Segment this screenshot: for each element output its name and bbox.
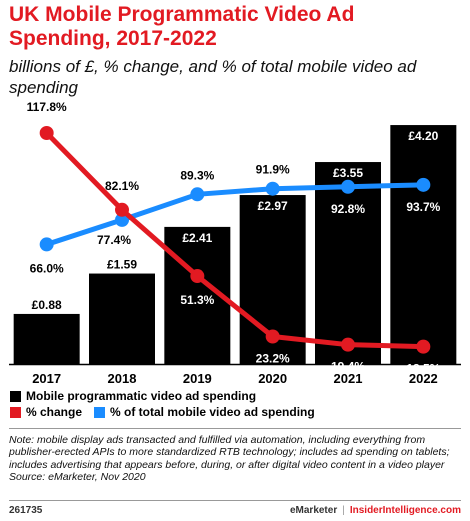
share-label-2019: 89.3% bbox=[180, 168, 214, 182]
change-point-2021 bbox=[341, 337, 355, 352]
change-label-2018: 82.1% bbox=[105, 179, 139, 193]
brand-insider: InsiderIntelligence.com bbox=[349, 505, 461, 516]
legend-row-1: Mobile programmatic video ad spending bbox=[10, 389, 268, 403]
x-tick-2017: 2017 bbox=[32, 371, 61, 386]
bar-2018 bbox=[89, 273, 155, 364]
change-label-2021: 19.4% bbox=[331, 360, 365, 374]
change-point-2020 bbox=[265, 329, 280, 344]
bar-label-2020: £2.97 bbox=[258, 199, 288, 213]
change-label-2017: 117.8% bbox=[27, 100, 67, 114]
bar-label-2021: £3.55 bbox=[333, 166, 363, 180]
chart-note: Note: mobile display ads transacted and … bbox=[9, 434, 464, 484]
share-point-2019 bbox=[190, 187, 205, 202]
chart-subtitle: billions of £, % change, and % of total … bbox=[9, 57, 417, 97]
share-label-2021: 92.8% bbox=[331, 202, 365, 216]
share-point-2017 bbox=[39, 237, 54, 252]
legend-swatch-change bbox=[10, 406, 21, 418]
share-point-2018 bbox=[115, 212, 129, 227]
footer-brand: eMarketer | InsiderIntelligence.com bbox=[289, 505, 461, 516]
brand-emarketer: eMarketer bbox=[289, 505, 338, 516]
lines-group bbox=[39, 126, 431, 354]
share-point-2020 bbox=[265, 181, 280, 196]
share-label-2018: 77.4% bbox=[97, 233, 131, 247]
bar-2021 bbox=[315, 162, 381, 364]
legend-label-bars: Mobile programmatic video ad spending bbox=[26, 389, 257, 403]
x-tick-2021: 2021 bbox=[334, 371, 363, 386]
change-label-2019: 51.3% bbox=[180, 293, 214, 307]
footer-divider bbox=[9, 500, 461, 501]
share-label-2017: 66.0% bbox=[30, 261, 64, 275]
chart-canvas: £0.88 £1.59 £2.41 £2.97 £3.55 £4.20 117.8% 82.1… bbox=[9, 100, 461, 386]
bar-2017 bbox=[13, 313, 80, 364]
note-source: Source: eMarketer, Nov 2020 bbox=[9, 471, 146, 484]
change-point-2018 bbox=[115, 202, 129, 217]
change-label-2022: 18.5% bbox=[406, 362, 440, 376]
change-label-2020: 23.2% bbox=[256, 352, 290, 366]
bar-2022 bbox=[390, 125, 457, 364]
legend-item-share: % of total mobile video ad spending bbox=[94, 405, 315, 419]
change-point-2022 bbox=[416, 339, 431, 354]
bar-label-2018: £1.59 bbox=[107, 258, 137, 272]
x-tick-2019: 2019 bbox=[183, 371, 212, 386]
legend-label-change: % change bbox=[26, 405, 83, 419]
legend-swatch-bars bbox=[10, 390, 21, 402]
x-tick-2020: 2020 bbox=[258, 371, 287, 386]
legend-item-change: % change bbox=[10, 405, 82, 419]
note-divider bbox=[9, 428, 461, 429]
share-label-2020: 91.9% bbox=[256, 163, 290, 177]
legend-label-share: % of total mobile video ad spending bbox=[110, 405, 315, 419]
labels-group: £0.88 £1.59 £2.41 £2.97 £3.55 £4.20 117.8% 82.1… bbox=[27, 100, 441, 376]
share-label-2022: 93.7% bbox=[406, 200, 440, 214]
change-point-2017 bbox=[39, 126, 54, 140]
chart-id: 261735 bbox=[9, 505, 43, 516]
x-tick-2018: 2018 bbox=[108, 371, 137, 386]
share-point-2022 bbox=[416, 177, 431, 192]
note-text: Note: mobile display ads transacted and … bbox=[9, 434, 450, 471]
x-tick-2022: 2022 bbox=[409, 371, 438, 386]
legend-row-2: % change % of total mobile video ad spen… bbox=[10, 405, 327, 419]
legend-item-bars: Mobile programmatic video ad spending bbox=[10, 389, 256, 403]
x-axis-ticks: 2017 2018 2019 2020 2021 2022 bbox=[32, 371, 438, 386]
bar-label-2017: £0.88 bbox=[32, 298, 62, 312]
change-line bbox=[44, 130, 426, 350]
share-point-2021 bbox=[341, 179, 355, 194]
bar-label-2019: £2.41 bbox=[182, 231, 212, 245]
change-point-2019 bbox=[190, 269, 205, 284]
share-line bbox=[44, 182, 426, 247]
legend-swatch-share bbox=[94, 406, 106, 418]
bar-label-2022: £4.20 bbox=[408, 129, 438, 143]
chart-title: UK Mobile Programmatic Video Ad Spending… bbox=[9, 3, 355, 50]
